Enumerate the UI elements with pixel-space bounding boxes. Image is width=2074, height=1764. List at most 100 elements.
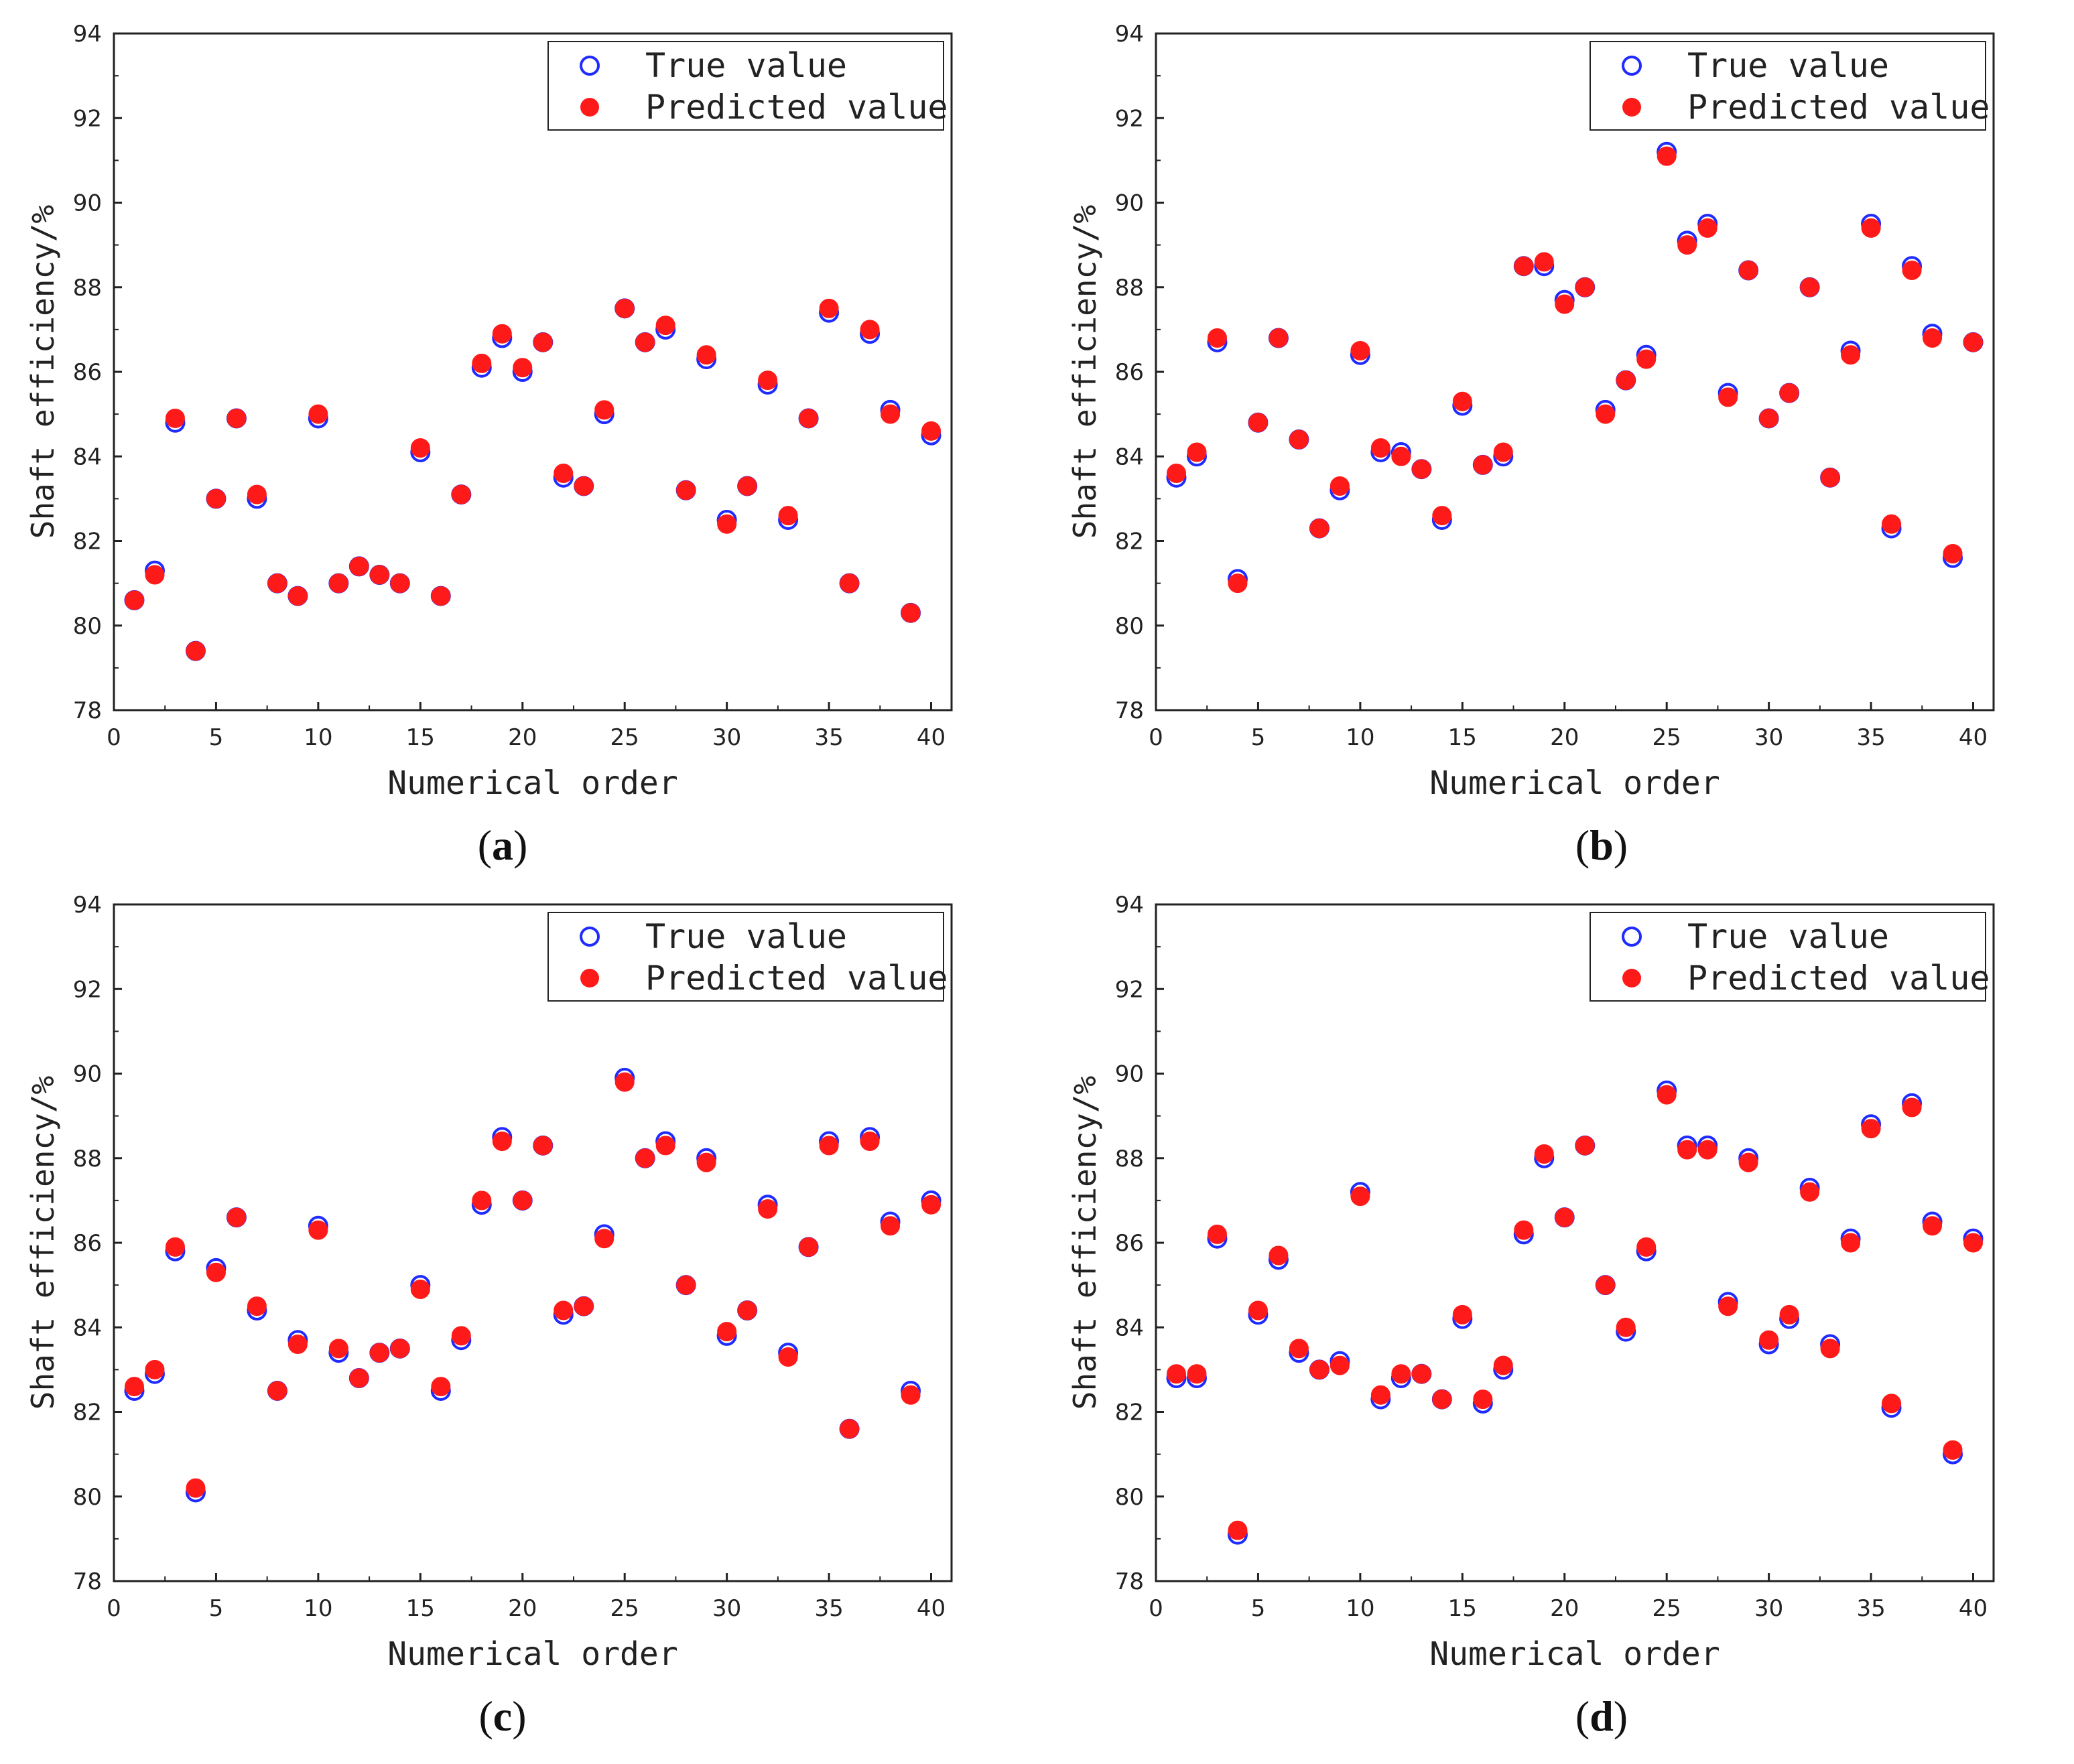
legend-box — [1590, 912, 1986, 1002]
y-tick-label: 92 — [73, 976, 102, 1003]
predicted-value-point — [655, 316, 675, 336]
predicted-value-point — [737, 476, 757, 496]
predicted-value-point — [1963, 332, 1984, 352]
chart-panel-d: 78 80 82 84 86 88 90 92 94 0 5 10 15 20 25 30 35 40 Numeri… — [1055, 884, 2061, 1735]
predicted-value-point — [1309, 1359, 1330, 1379]
caption-b: (b) — [1575, 821, 1628, 869]
predicted-value-point — [1677, 1140, 1697, 1160]
predicted-value-point — [717, 514, 737, 534]
predicted-value-point — [1187, 442, 1207, 462]
predicted-value-point — [1800, 1182, 1820, 1202]
y-tick-label: 84 — [1115, 1314, 1144, 1341]
predicted-value-point — [308, 404, 328, 424]
y-tick-label: 90 — [1115, 1061, 1144, 1088]
predicted-value-point — [390, 573, 410, 594]
predicted-value-point — [308, 1220, 328, 1240]
predicted-value-point — [247, 484, 267, 504]
x-tick-label: 40 — [917, 724, 946, 751]
y-tick-label: 92 — [1115, 976, 1144, 1003]
y-tick-label: 88 — [1115, 1146, 1144, 1172]
predicted-value-point — [226, 1207, 247, 1227]
plot-frame — [1155, 903, 1995, 1582]
predicted-value-point — [1555, 294, 1575, 314]
legend-true-label: True value — [1687, 46, 1889, 85]
y-tick-label: 82 — [1115, 529, 1144, 555]
predicted-value-point — [696, 345, 716, 365]
y-tick-label: 92 — [1115, 105, 1144, 132]
predicted-value-point — [1350, 1186, 1370, 1207]
scatter-chart-d: 78 80 82 84 86 88 90 92 94 0 5 10 15 20 25 30 35 40 Numeri… — [1067, 892, 1995, 1673]
predicted-value-point — [778, 506, 798, 526]
chart-panel-a: 78 80 82 84 86 88 90 92 94 0 5 10 15 20 25 30 35 40 Numeri… — [13, 13, 1019, 864]
predicted-value-point — [901, 1385, 921, 1405]
x-tick-label: 15 — [406, 1595, 435, 1622]
y-tick-label: 86 — [1115, 1230, 1144, 1257]
x-axis-label: Numerical order — [1429, 764, 1720, 802]
predicted-value-point — [1370, 438, 1390, 458]
predicted-value-point — [1923, 1216, 1943, 1236]
predicted-value-point — [533, 332, 553, 352]
predicted-value-point — [1779, 383, 1799, 403]
x-tick-label: 35 — [814, 1595, 843, 1622]
predicted-value-point — [1166, 1364, 1186, 1384]
plot-frame — [113, 903, 953, 1582]
x-axis-label: Numerical order — [387, 764, 677, 802]
x-tick-label: 0 — [1149, 1595, 1163, 1622]
x-tick-label: 30 — [712, 724, 741, 751]
x-tick-label: 5 — [1251, 1595, 1266, 1622]
predicted-value-point — [614, 298, 635, 318]
predicted-value-point — [860, 320, 880, 340]
legend-true-label: True value — [645, 917, 847, 956]
y-tick-label: 82 — [73, 1400, 102, 1426]
predicted-value-point — [1228, 1520, 1248, 1540]
predicted-value-point — [819, 298, 839, 318]
predicted-value-point — [349, 556, 369, 576]
x-tick-label: 10 — [1346, 1595, 1374, 1622]
predicted-value-point — [921, 421, 942, 441]
scatter-chart-c: 78 80 82 84 86 88 90 92 94 0 5 10 15 20 25 30 35 40 Numeri… — [25, 892, 953, 1673]
predicted-value-point — [1636, 349, 1657, 369]
predicted-value-point — [1452, 1304, 1472, 1325]
legend-box — [547, 41, 944, 131]
predicted-value-point — [328, 573, 348, 594]
predicted-value-point — [819, 1136, 839, 1156]
predicted-value-point — [635, 332, 655, 352]
y-tick-label: 86 — [73, 359, 102, 386]
predicted-value-point — [574, 476, 594, 496]
predicted-value-point — [860, 1132, 880, 1151]
predicted-value-point — [1248, 1300, 1268, 1320]
predicted-value-point — [1963, 1233, 1984, 1253]
predicted-value-point — [594, 1229, 614, 1249]
predicted-value-point — [451, 1326, 471, 1346]
predicted-value-point — [1882, 1394, 1902, 1414]
predicted-value-point — [901, 603, 921, 623]
x-tick-label: 30 — [1754, 1595, 1783, 1622]
x-tick-label: 35 — [1856, 1595, 1885, 1622]
legend-true-label: True value — [645, 46, 847, 85]
predicted-value-point — [287, 1335, 308, 1354]
x-axis-label: Numerical order — [387, 1635, 677, 1673]
predicted-value-point — [1289, 1339, 1309, 1359]
x-tick-label: 5 — [209, 1595, 224, 1622]
predicted-value-point — [1411, 459, 1431, 479]
scatter-chart-a: 78 80 82 84 86 88 90 92 94 0 5 10 15 20 25 30 35 40 Numeri… — [25, 21, 953, 802]
predicted-value-point — [186, 641, 206, 661]
predicted-value-point — [554, 1300, 574, 1320]
predicted-value-point — [614, 1072, 635, 1092]
x-tick-label: 35 — [814, 724, 843, 751]
caption-a: (a) — [477, 821, 528, 869]
x-tick-label: 25 — [610, 724, 639, 751]
predicted-value-point — [1718, 387, 1738, 407]
legend-predicted-label: Predicted value — [645, 88, 948, 127]
predicted-value-point — [1923, 328, 1943, 348]
predicted-value-point — [1902, 1097, 1922, 1117]
x-tick-label: 25 — [1652, 1595, 1681, 1622]
predicted-value-point — [1207, 1224, 1227, 1244]
predicted-value-point — [533, 1136, 553, 1156]
plot-frame — [1155, 32, 1995, 711]
x-tick-label: 30 — [1754, 724, 1783, 751]
y-tick-label: 88 — [1115, 275, 1144, 301]
predicted-value-point — [492, 324, 512, 344]
predicted-value-point — [431, 586, 451, 606]
predicted-value-point — [554, 464, 574, 483]
